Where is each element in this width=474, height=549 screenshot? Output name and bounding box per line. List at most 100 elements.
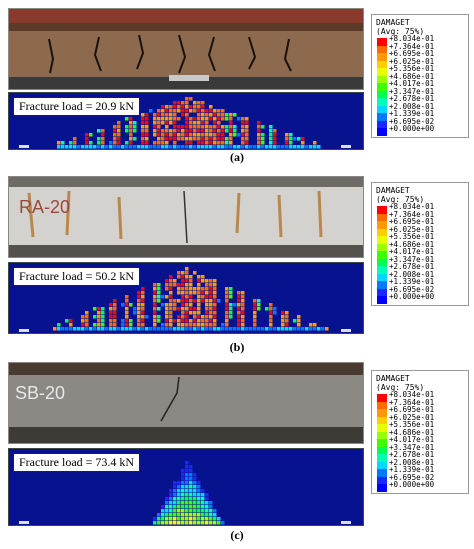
damage-cell <box>125 295 129 299</box>
legend-subtitle: (Avg: 75%) <box>376 27 425 36</box>
damage-cell <box>189 489 193 493</box>
damage-cell <box>217 299 221 303</box>
damage-cell <box>213 307 217 311</box>
damage-cell <box>109 315 113 319</box>
damage-cell <box>169 109 173 113</box>
damage-cell <box>229 311 233 315</box>
damage-cell <box>177 315 181 319</box>
damage-cell <box>289 145 293 149</box>
damage-cell <box>245 141 249 145</box>
damage-cell <box>141 291 145 295</box>
legend-swatch <box>377 228 387 236</box>
legend-value: +5.356e-01 <box>389 232 435 241</box>
damage-cell <box>213 311 217 315</box>
damage-cell <box>197 287 201 291</box>
damage-cell <box>85 145 89 149</box>
legend-value: +8.034e-01 <box>389 202 435 211</box>
legend-value: +0.000e+00 <box>389 292 435 301</box>
damage-cell <box>153 521 157 525</box>
damage-cell <box>165 303 169 307</box>
damage-cell <box>241 137 245 141</box>
damage-cell <box>125 327 129 331</box>
damage-cell <box>153 133 157 137</box>
damage-cell <box>173 101 177 105</box>
damage-cell <box>189 295 193 299</box>
damage-cell <box>257 121 261 125</box>
damage-cell <box>193 327 197 331</box>
damage-cell <box>197 489 201 493</box>
damage-cell <box>153 311 157 315</box>
damage-cell <box>241 299 245 303</box>
damage-cell <box>185 489 189 493</box>
damage-cell <box>145 113 149 117</box>
damage-cell <box>113 299 117 303</box>
damage-cell <box>85 133 89 137</box>
damage-cell <box>101 307 105 311</box>
damage-cell <box>153 113 157 117</box>
damage-cell <box>209 291 213 295</box>
damage-cell <box>245 121 249 125</box>
damage-cell <box>165 105 169 109</box>
damage-cell <box>133 307 137 311</box>
damage-cell <box>209 105 213 109</box>
damage-cell <box>113 145 117 149</box>
damage-cell <box>261 327 265 331</box>
damage-cell <box>201 493 205 497</box>
damage-cell <box>161 141 165 145</box>
damage-cell <box>129 125 133 129</box>
damage-cell <box>193 323 197 327</box>
damage-cell <box>141 315 145 319</box>
damage-cell <box>181 521 185 525</box>
damage-cell <box>289 327 293 331</box>
damage-cell <box>185 295 189 299</box>
legend-swatch <box>377 75 387 83</box>
damage-cell <box>113 303 117 307</box>
legend-swatch <box>377 90 387 98</box>
legend-title: DAMAGET <box>376 374 410 383</box>
damage-cell <box>305 145 309 149</box>
legend-swatch <box>377 105 387 113</box>
damage-cell <box>277 145 281 149</box>
damage-cell <box>213 117 217 121</box>
damage-cell <box>269 323 273 327</box>
damage-cell <box>297 145 301 149</box>
fracture-load-label-b: Fracture load = 50.2 kN <box>13 267 141 286</box>
damage-cell <box>137 303 141 307</box>
damage-cell <box>173 303 177 307</box>
damage-cell <box>149 327 153 331</box>
damage-cell <box>205 493 209 497</box>
damage-cell <box>193 477 197 481</box>
damage-cell <box>201 489 205 493</box>
damage-cell <box>177 299 181 303</box>
damage-cell <box>273 327 277 331</box>
damage-cell <box>269 319 273 323</box>
damage-cell <box>141 307 145 311</box>
damage-cell <box>177 101 181 105</box>
damage-cell <box>177 117 181 121</box>
damage-cell <box>269 315 273 319</box>
damage-cell <box>121 145 125 149</box>
damage-cell <box>141 323 145 327</box>
damage-cell <box>69 323 73 327</box>
damage-cell <box>161 133 165 137</box>
damage-cell <box>209 137 213 141</box>
damage-cell <box>193 505 197 509</box>
damage-cell <box>205 295 209 299</box>
legend-swatch <box>377 258 387 266</box>
damage-cell <box>165 307 169 311</box>
damage-cell <box>313 141 317 145</box>
damage-cell <box>293 145 297 149</box>
damage-cell <box>213 327 217 331</box>
damage-cell <box>257 145 261 149</box>
legend-value: +4.686e-01 <box>389 427 435 437</box>
damage-cell <box>241 291 245 295</box>
damage-cell <box>225 307 229 311</box>
legend-value: +2.678e-01 <box>389 262 435 271</box>
damage-cell <box>229 291 233 295</box>
damage-cell <box>81 145 85 149</box>
damage-cell <box>181 299 185 303</box>
damage-cell <box>225 287 229 291</box>
damage-cell <box>189 473 193 477</box>
damage-cell <box>125 303 129 307</box>
damage-cell <box>193 137 197 141</box>
